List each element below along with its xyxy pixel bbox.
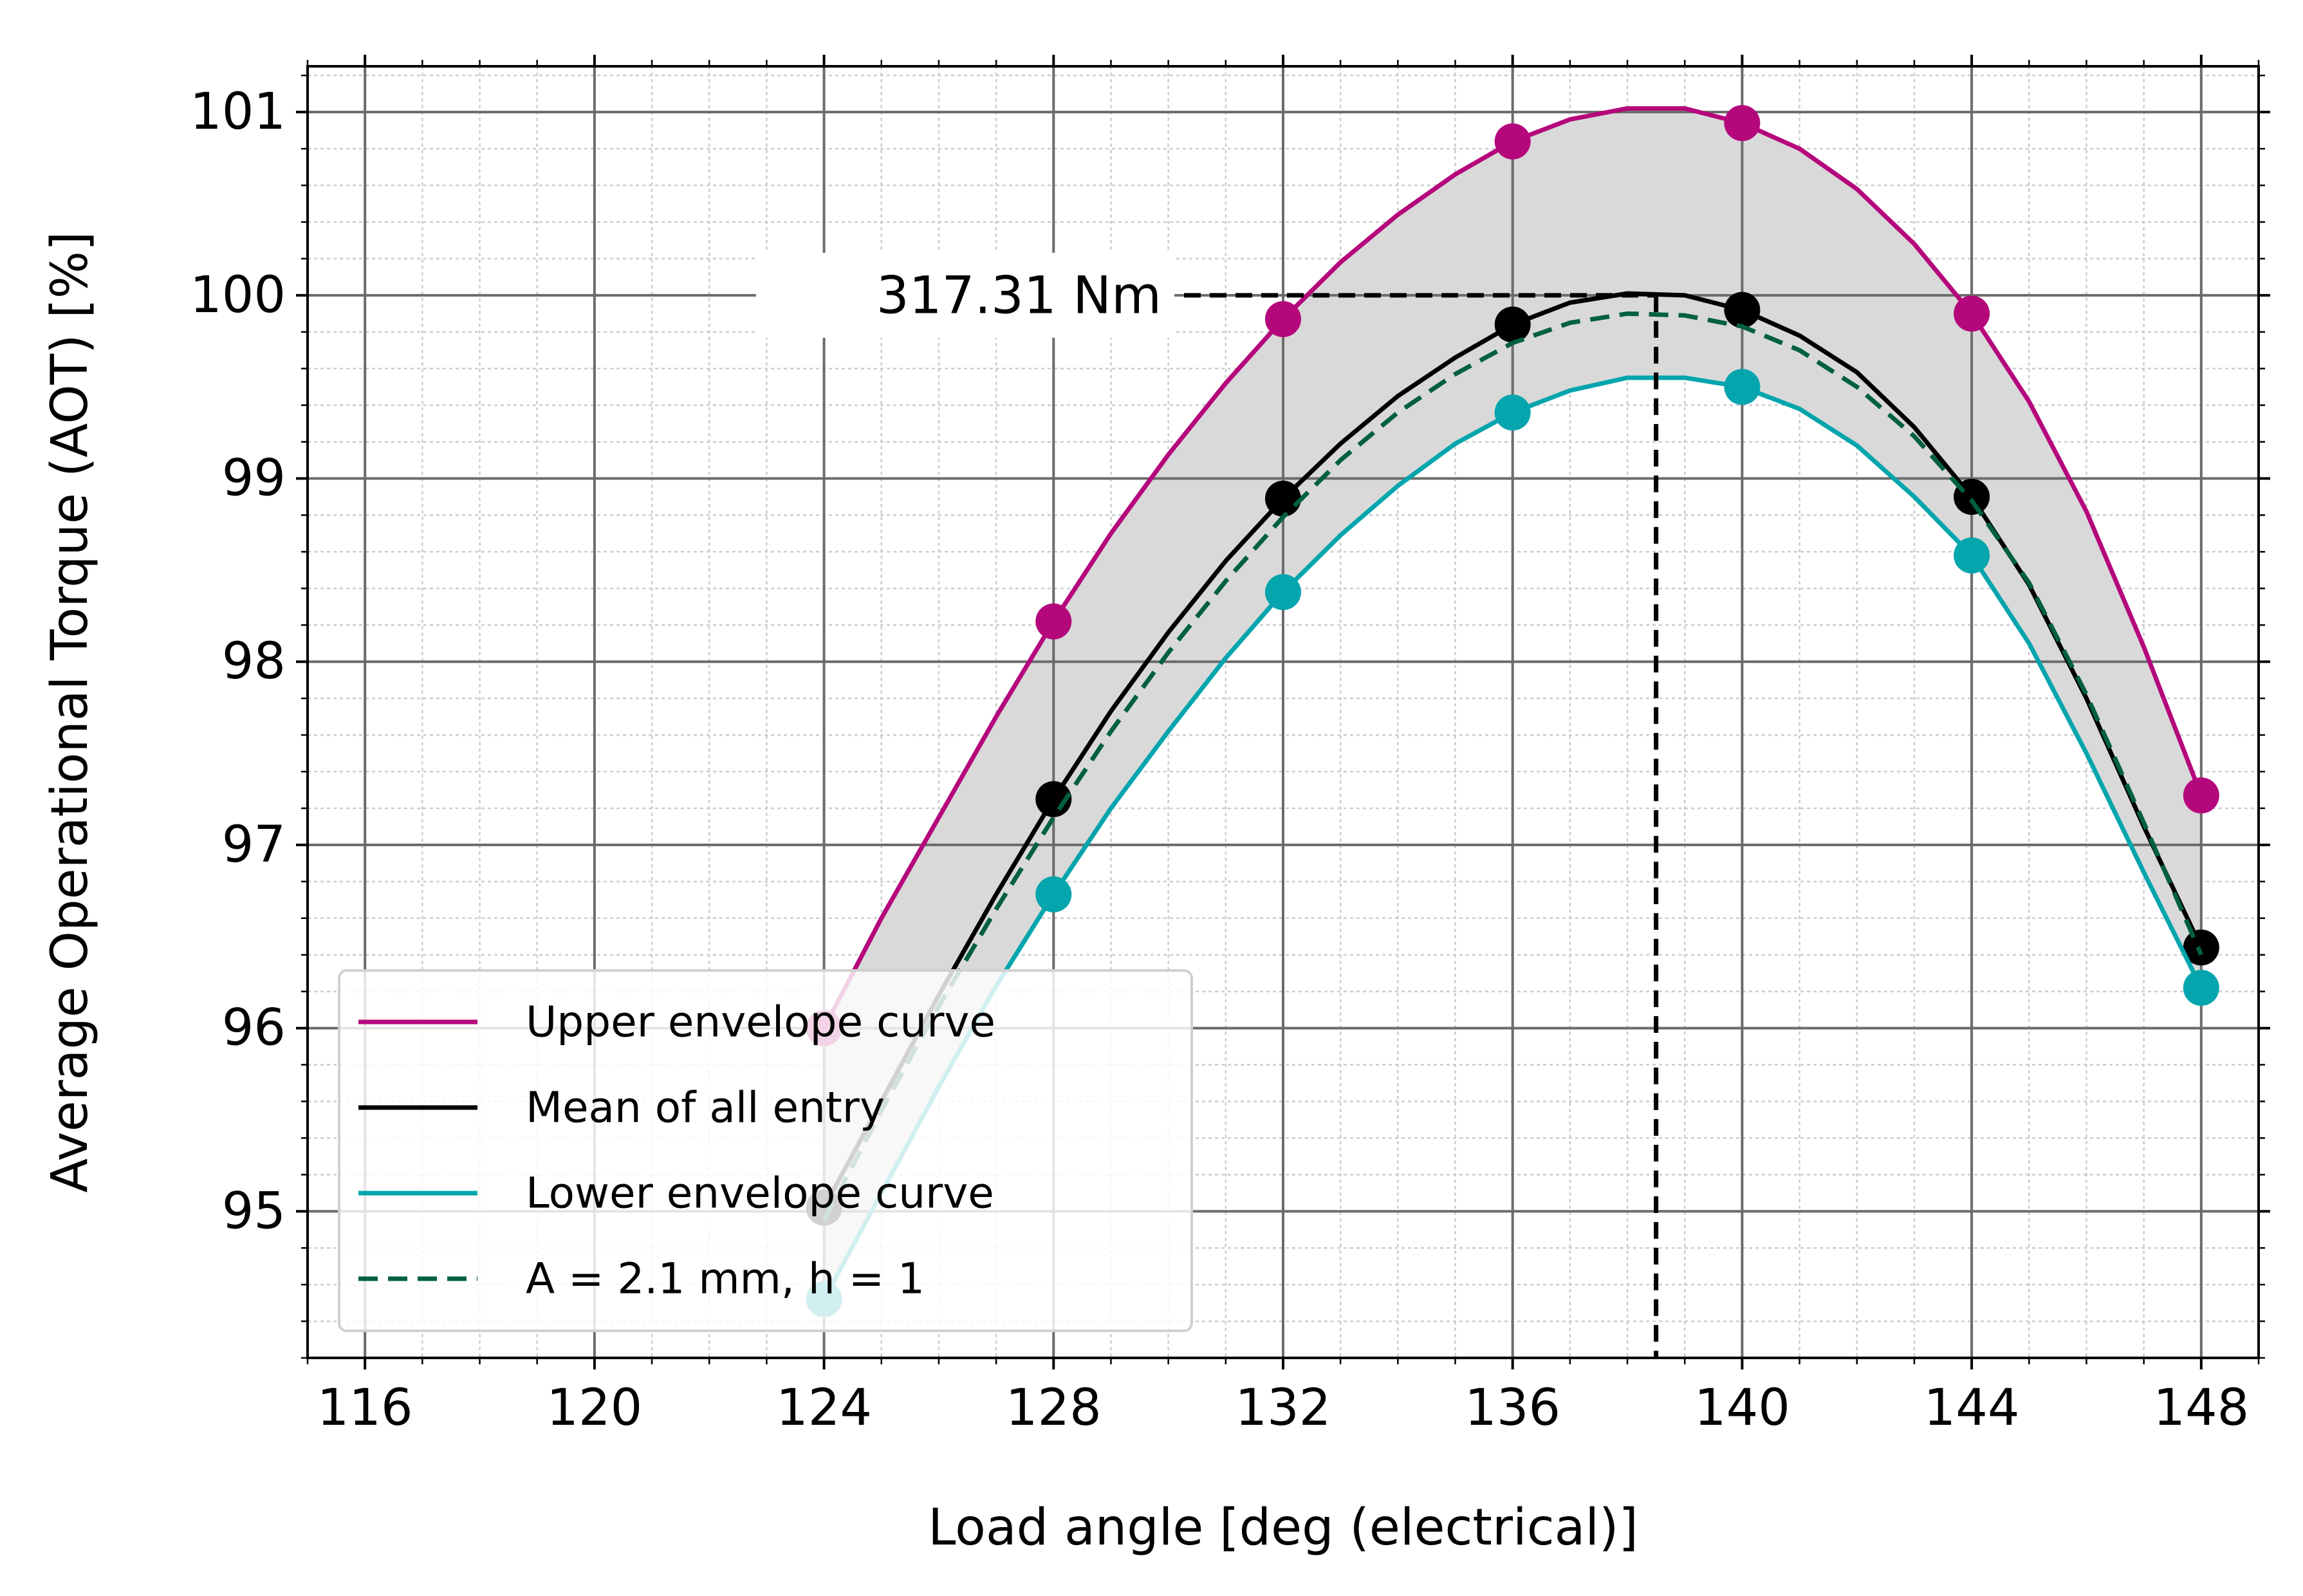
x-tick-label: 136 [1465, 1379, 1560, 1437]
series-line-3 [822, 311, 2204, 1222]
series-group [806, 105, 2219, 1317]
series-2-point [1954, 537, 1990, 574]
series-2-point [1265, 574, 1301, 611]
series-0-point [2183, 777, 2219, 814]
x-axis-label: Load angle [deg (electrical)] [928, 1499, 1638, 1557]
legend-label: A = 2.1 mm, h = 1 [526, 1254, 925, 1304]
series-2-point [2183, 969, 2219, 1006]
x-tick-label: 128 [1006, 1379, 1102, 1437]
series-2-point [1494, 394, 1531, 431]
series-2-point [1724, 369, 1761, 405]
x-tick-label: 148 [2153, 1379, 2249, 1437]
x-tick-label: 116 [317, 1379, 413, 1437]
envelope-band-fill [824, 108, 2201, 1299]
x-tick-label: 120 [546, 1379, 642, 1437]
y-tick-label: 98 [222, 633, 286, 691]
annotation-group: 317.31 Nm [756, 252, 1659, 1358]
y-tick-label: 96 [222, 999, 286, 1057]
legend-label: Mean of all entry [526, 1083, 885, 1133]
series-1-point [1724, 292, 1761, 328]
y-tick-label: 97 [222, 816, 286, 874]
legend-label: Lower envelope curve [526, 1169, 994, 1218]
series-0-point [1035, 603, 1072, 640]
x-tick-label: 140 [1694, 1379, 1790, 1437]
series-1-point [1265, 480, 1301, 517]
y-axis-label: Average Operational Torque (AOT) [%] [41, 232, 99, 1193]
y-tick-label: 101 [190, 83, 286, 141]
y-tick-label: 99 [222, 450, 286, 508]
series-1-point [2183, 929, 2219, 966]
series-0-point [1724, 105, 1761, 142]
legend-label: Upper envelope curve [526, 998, 995, 1047]
legend: Upper envelope curve Mean of all entry Low… [338, 969, 1193, 1332]
x-tick-label: 124 [776, 1379, 872, 1437]
series-2-point [1035, 876, 1072, 913]
y-tick-label: 95 [222, 1182, 286, 1240]
series-0-point [1494, 123, 1531, 160]
series-1-point [1494, 306, 1531, 343]
x-tick-label: 132 [1235, 1379, 1331, 1437]
x-tick-label: 144 [1924, 1379, 2020, 1437]
legend-items: Upper envelope curve Mean of all entry Low… [358, 998, 995, 1304]
y-tick-label: 100 [190, 266, 286, 324]
series-0-point [1954, 295, 1990, 332]
annotation-label: 317.31 Nm [876, 265, 1161, 325]
legend-box [338, 969, 1193, 1332]
plot-frame [306, 65, 2260, 1359]
series-1-point [1035, 781, 1072, 817]
envelope-band [824, 108, 2201, 1299]
series-0-point [1265, 301, 1301, 337]
annotation-label-background [756, 252, 1174, 338]
